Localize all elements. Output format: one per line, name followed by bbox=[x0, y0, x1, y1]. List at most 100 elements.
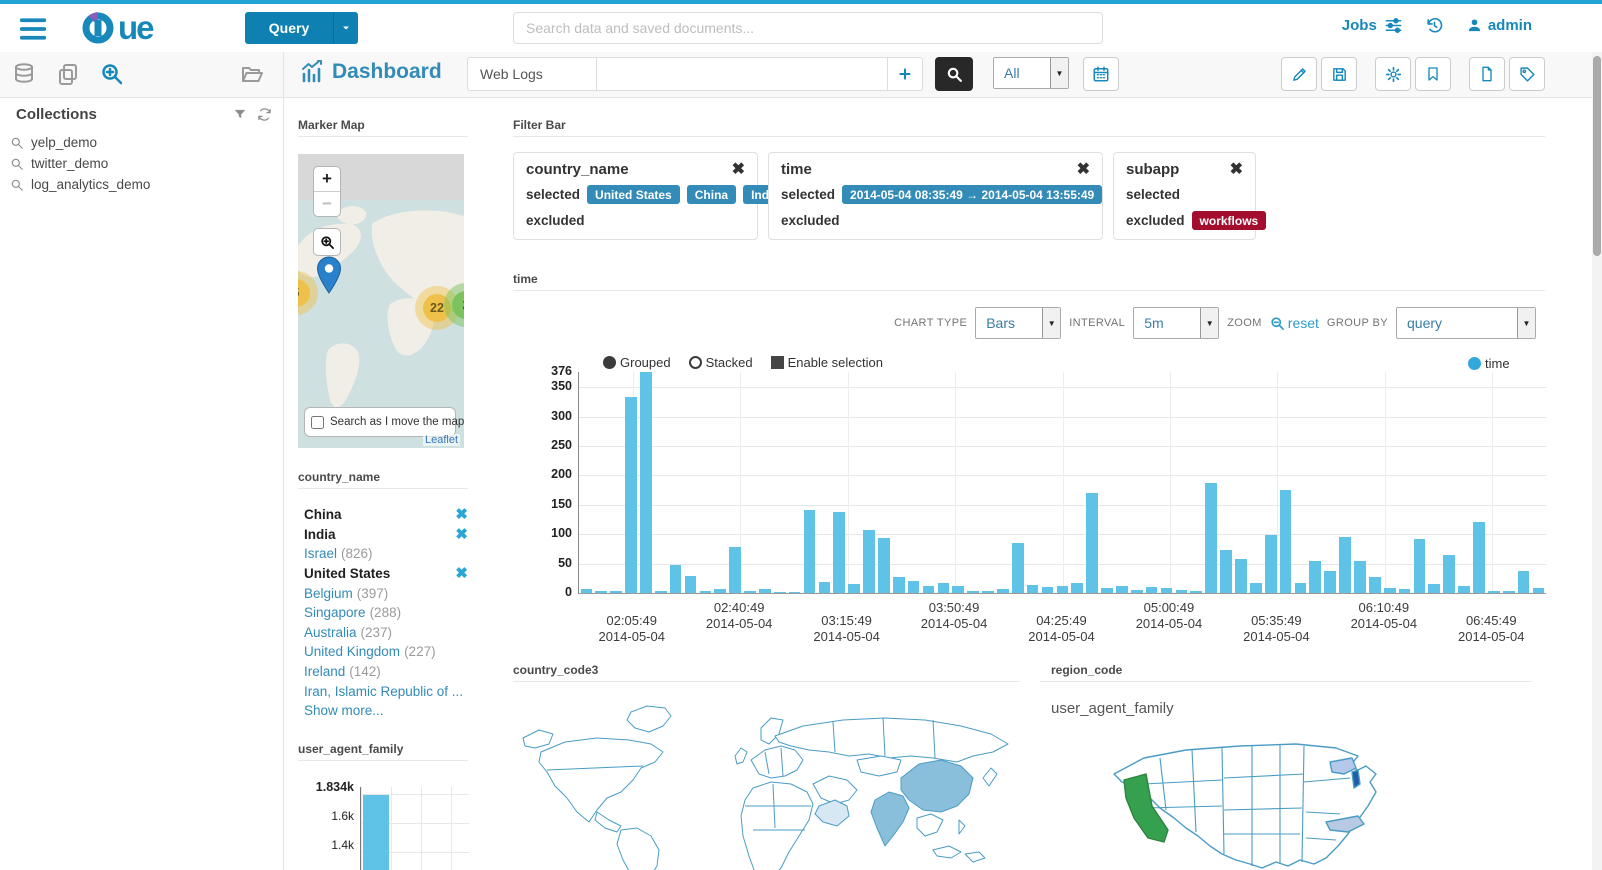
bar[interactable] bbox=[1264, 534, 1277, 593]
bar[interactable] bbox=[640, 372, 652, 593]
zoom-reset-link[interactable]: reset bbox=[1270, 315, 1319, 331]
bar[interactable] bbox=[773, 591, 786, 593]
bar[interactable] bbox=[580, 589, 593, 593]
bar[interactable] bbox=[1294, 583, 1307, 593]
bar[interactable] bbox=[1041, 587, 1054, 593]
bar[interactable] bbox=[967, 591, 979, 593]
bar[interactable] bbox=[937, 583, 950, 593]
series-legend[interactable]: time bbox=[1468, 356, 1510, 371]
facet-link[interactable]: Belgium bbox=[304, 585, 353, 601]
group-by-select[interactable]: query ▼ bbox=[1396, 307, 1536, 339]
map-zoom-in-button[interactable]: + bbox=[322, 169, 332, 188]
remove-facet-icon[interactable]: ✖ bbox=[455, 506, 468, 524]
bar[interactable] bbox=[848, 584, 860, 593]
bar[interactable] bbox=[1279, 490, 1292, 593]
map-magnifier-button[interactable] bbox=[313, 228, 341, 256]
remove-facet-icon[interactable]: ✖ bbox=[455, 565, 468, 583]
bar[interactable] bbox=[1205, 482, 1217, 593]
menu-icon[interactable] bbox=[18, 14, 48, 42]
page-scrollbar[interactable] bbox=[1592, 52, 1602, 870]
map-zoom-out-button[interactable]: − bbox=[314, 191, 340, 216]
bar[interactable] bbox=[1502, 591, 1515, 593]
time-field-select[interactable]: All ▼ bbox=[993, 57, 1069, 89]
user-menu[interactable]: admin bbox=[1466, 17, 1532, 34]
stacked-radio[interactable]: Stacked bbox=[688, 355, 753, 370]
bar[interactable] bbox=[1324, 570, 1337, 593]
bar[interactable] bbox=[714, 589, 727, 593]
remove-facet-icon[interactable]: ✖ bbox=[455, 525, 468, 543]
us-states-map[interactable] bbox=[1100, 722, 1412, 870]
history-icon[interactable] bbox=[1425, 16, 1444, 35]
bar[interactable] bbox=[625, 397, 637, 593]
bar[interactable] bbox=[1220, 550, 1232, 593]
bar[interactable] bbox=[788, 591, 801, 593]
filter-badge[interactable]: United States bbox=[587, 185, 680, 204]
bar[interactable] bbox=[907, 581, 920, 593]
facet-link[interactable]: Iran, Islamic Republic of ... bbox=[304, 683, 464, 699]
close-icon[interactable]: ✖ bbox=[1229, 160, 1243, 178]
bar[interactable] bbox=[1160, 588, 1173, 593]
bar[interactable] bbox=[1517, 570, 1530, 593]
bar[interactable] bbox=[803, 509, 816, 593]
bar[interactable] bbox=[1086, 493, 1098, 593]
bar[interactable] bbox=[863, 530, 875, 593]
edit-button[interactable] bbox=[1281, 57, 1317, 91]
map-cluster[interactable]: 2 bbox=[444, 283, 464, 327]
search-button[interactable] bbox=[935, 57, 973, 91]
bar[interactable] bbox=[1235, 558, 1247, 593]
filter-badge[interactable]: 2014-05-04 08:35:49 → 2014-05-04 13:55:4… bbox=[842, 185, 1103, 204]
add-filter-button[interactable] bbox=[887, 57, 923, 91]
bar[interactable] bbox=[997, 589, 1009, 593]
world-map[interactable] bbox=[513, 700, 1020, 870]
bar[interactable] bbox=[1443, 554, 1456, 593]
bar[interactable] bbox=[1130, 590, 1143, 593]
bar[interactable] bbox=[892, 577, 905, 593]
facet-link[interactable]: Israel bbox=[304, 546, 338, 562]
bar[interactable] bbox=[1101, 588, 1113, 593]
filter-badge[interactable]: workflows bbox=[1191, 211, 1267, 230]
bar[interactable] bbox=[684, 575, 697, 593]
bar[interactable] bbox=[1532, 587, 1545, 593]
search-as-move-checkbox[interactable] bbox=[311, 415, 324, 429]
dashboard-search-input[interactable] bbox=[596, 57, 888, 91]
sidebar-collection-item[interactable]: log_analytics_demo bbox=[8, 174, 276, 195]
facet-link[interactable]: United Kingdom bbox=[304, 644, 401, 660]
filter-badge[interactable]: China bbox=[686, 185, 737, 204]
bar[interactable] bbox=[1145, 587, 1158, 593]
new-document-button[interactable] bbox=[1469, 57, 1505, 91]
bar[interactable] bbox=[759, 589, 771, 593]
query-button[interactable]: Query bbox=[245, 12, 333, 44]
filter-icon[interactable] bbox=[233, 107, 247, 121]
bar[interactable] bbox=[1175, 590, 1188, 593]
bar[interactable] bbox=[1398, 589, 1411, 593]
bar[interactable] bbox=[952, 585, 965, 593]
jobs-link[interactable]: Jobs bbox=[1342, 16, 1403, 35]
bar[interactable] bbox=[1413, 538, 1426, 593]
refresh-icon[interactable] bbox=[257, 107, 272, 122]
marker-map[interactable]: 5 22 2 + − Search as I move the map Leaf… bbox=[298, 154, 464, 448]
bar[interactable] bbox=[1116, 585, 1128, 593]
bar[interactable] bbox=[1339, 537, 1351, 593]
bar[interactable] bbox=[1473, 522, 1485, 593]
bar[interactable] bbox=[878, 537, 890, 593]
map-marker-pin[interactable] bbox=[316, 256, 342, 294]
bar[interactable] bbox=[1071, 583, 1084, 593]
sidebar-collection-item[interactable]: yelp_demo bbox=[8, 132, 276, 153]
grouped-radio[interactable]: Grouped bbox=[603, 355, 671, 370]
close-icon[interactable]: ✖ bbox=[1076, 160, 1090, 178]
tags-button[interactable] bbox=[1509, 57, 1545, 91]
interval-select[interactable]: 5m ▼ bbox=[1133, 307, 1220, 339]
bar[interactable] bbox=[729, 546, 741, 593]
query-caret-button[interactable] bbox=[333, 12, 358, 44]
bar[interactable] bbox=[744, 591, 756, 593]
leaflet-attribution[interactable]: Leaflet bbox=[422, 434, 460, 446]
bar[interactable] bbox=[1354, 560, 1366, 593]
chart-type-select[interactable]: Bars ▼ bbox=[975, 307, 1062, 339]
bar[interactable] bbox=[818, 582, 831, 593]
bar[interactable] bbox=[654, 591, 667, 593]
facet-link[interactable]: Ireland bbox=[304, 664, 346, 680]
bar[interactable] bbox=[1458, 585, 1470, 593]
settings-button[interactable] bbox=[1375, 57, 1411, 91]
bar[interactable] bbox=[1026, 585, 1039, 593]
bar[interactable] bbox=[1368, 577, 1381, 593]
